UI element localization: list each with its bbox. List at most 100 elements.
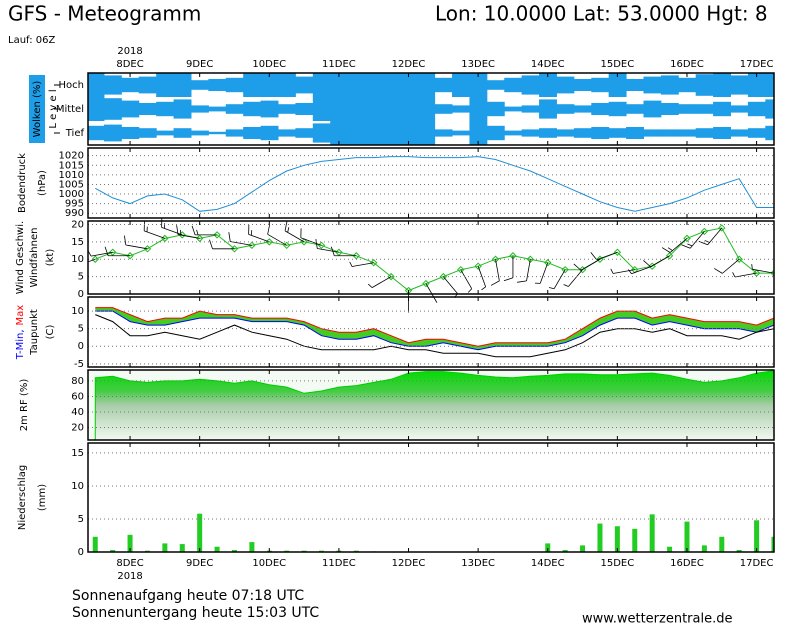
precip-bar bbox=[719, 536, 725, 552]
cloud-cell bbox=[365, 97, 383, 121]
y-label: Wind Geschwi. bbox=[15, 221, 26, 294]
wind-barb bbox=[88, 258, 96, 263]
marker bbox=[195, 234, 204, 243]
cloud-cell bbox=[608, 101, 627, 117]
cloud-cell bbox=[312, 73, 331, 97]
coordinates: Lon: 10.0000 Lat: 53.0000 Hgt: 8 bbox=[435, 2, 768, 26]
x-tick-label: 9DEC bbox=[186, 558, 213, 569]
panel-frame bbox=[87, 442, 775, 553]
cloud-cell bbox=[452, 130, 470, 136]
wind-barb bbox=[490, 259, 500, 286]
legend-entry: Taupunkt bbox=[29, 309, 40, 356]
plot-area bbox=[88, 73, 774, 552]
marker bbox=[613, 248, 622, 256]
cloud-cell bbox=[486, 80, 505, 90]
cloud-cell bbox=[347, 121, 366, 145]
cloud-cell bbox=[660, 103, 679, 115]
y-tick-label: 15 bbox=[71, 237, 84, 248]
cloud-cell bbox=[103, 124, 122, 142]
precip-bar bbox=[701, 545, 707, 552]
cloud-cell bbox=[539, 73, 557, 97]
panel-frame bbox=[87, 369, 775, 441]
y-unit: (mm) bbox=[37, 484, 48, 511]
cloud-cell bbox=[208, 131, 227, 135]
cloud-cell bbox=[608, 128, 627, 138]
wind-barb bbox=[124, 235, 148, 250]
cloud-cell bbox=[260, 100, 279, 118]
y-tick-label: 1020 bbox=[59, 151, 84, 162]
legend-entry: T-Min, bbox=[15, 329, 26, 360]
cloud-cell bbox=[695, 128, 714, 138]
cloud-cell bbox=[399, 121, 418, 145]
precip-bar bbox=[92, 536, 98, 552]
marker bbox=[544, 259, 552, 267]
level-name: Hoch bbox=[59, 80, 84, 91]
cloud-cell bbox=[730, 75, 749, 95]
y-label: 2m RF (%) bbox=[19, 379, 30, 432]
cloud-cell bbox=[678, 104, 697, 114]
sunset: Sonnenuntergang heute 15:03 UTC bbox=[72, 605, 319, 621]
cloud-cell bbox=[730, 129, 749, 137]
panel-frame bbox=[87, 296, 775, 368]
y-tick-label: -5 bbox=[74, 359, 84, 370]
marker bbox=[370, 259, 378, 267]
precip-bar bbox=[667, 546, 673, 552]
cloud-cell bbox=[643, 129, 662, 137]
precip-bar bbox=[684, 521, 690, 552]
y-unit: (C) bbox=[45, 325, 56, 340]
cloud-cell bbox=[295, 76, 314, 94]
wind-barb bbox=[330, 246, 357, 257]
cloud-cell bbox=[173, 73, 192, 97]
run-time: Lauf: 06Z bbox=[8, 35, 55, 46]
cloud-cell bbox=[330, 97, 349, 121]
cloud-cell bbox=[573, 128, 592, 138]
wind-barb bbox=[143, 221, 166, 239]
y-tick-label: 10 bbox=[71, 306, 84, 317]
cloud-cell bbox=[434, 77, 453, 93]
marker bbox=[335, 248, 343, 256]
cloud-cell bbox=[382, 97, 401, 121]
cloud-cell bbox=[208, 106, 227, 112]
cloud-cell bbox=[295, 103, 314, 115]
cloud-cell bbox=[660, 129, 679, 137]
wind-barb bbox=[563, 269, 583, 287]
cloud-cell bbox=[190, 105, 209, 113]
marker bbox=[457, 265, 465, 274]
cloud-cell bbox=[156, 130, 175, 136]
x-tick-label: 17DEC bbox=[740, 558, 774, 569]
cloud-cell bbox=[452, 105, 470, 113]
wind-barb bbox=[714, 258, 740, 274]
cloud-cell bbox=[591, 103, 610, 115]
y-label: T-Min, Max bbox=[15, 305, 26, 360]
precip-bar bbox=[231, 550, 237, 552]
wind-barb bbox=[610, 268, 635, 274]
marker bbox=[439, 272, 448, 281]
precip-bar bbox=[614, 526, 620, 552]
marker bbox=[648, 262, 656, 270]
wind-barb bbox=[88, 249, 113, 257]
wind-barb bbox=[367, 276, 392, 288]
wind-barb bbox=[517, 259, 531, 283]
cloud-cell bbox=[138, 76, 157, 94]
level-label: L e v e l bbox=[48, 89, 59, 128]
cloud-cell bbox=[678, 129, 697, 137]
series-line bbox=[95, 314, 774, 358]
cloud-cell bbox=[643, 100, 662, 118]
wind-barb bbox=[548, 269, 566, 290]
cloud-cell bbox=[295, 128, 314, 138]
cloud-cell bbox=[521, 75, 540, 95]
cloud-cell bbox=[695, 104, 714, 114]
y-tick-label: 20 bbox=[71, 219, 84, 230]
precip-bar bbox=[249, 542, 255, 552]
x-tick-label: 13DEC bbox=[461, 59, 495, 70]
y-tick-label: 1015 bbox=[59, 160, 84, 171]
cloud-cell bbox=[365, 121, 383, 145]
marker bbox=[526, 255, 535, 263]
x-tick-label: 12DEC bbox=[392, 558, 426, 569]
cloud-cell bbox=[173, 128, 192, 138]
cloud-cell bbox=[521, 129, 540, 137]
cloud-cell bbox=[626, 79, 644, 91]
cloud-label-box bbox=[29, 75, 45, 143]
x-tick-label: 8DEC bbox=[116, 59, 143, 70]
